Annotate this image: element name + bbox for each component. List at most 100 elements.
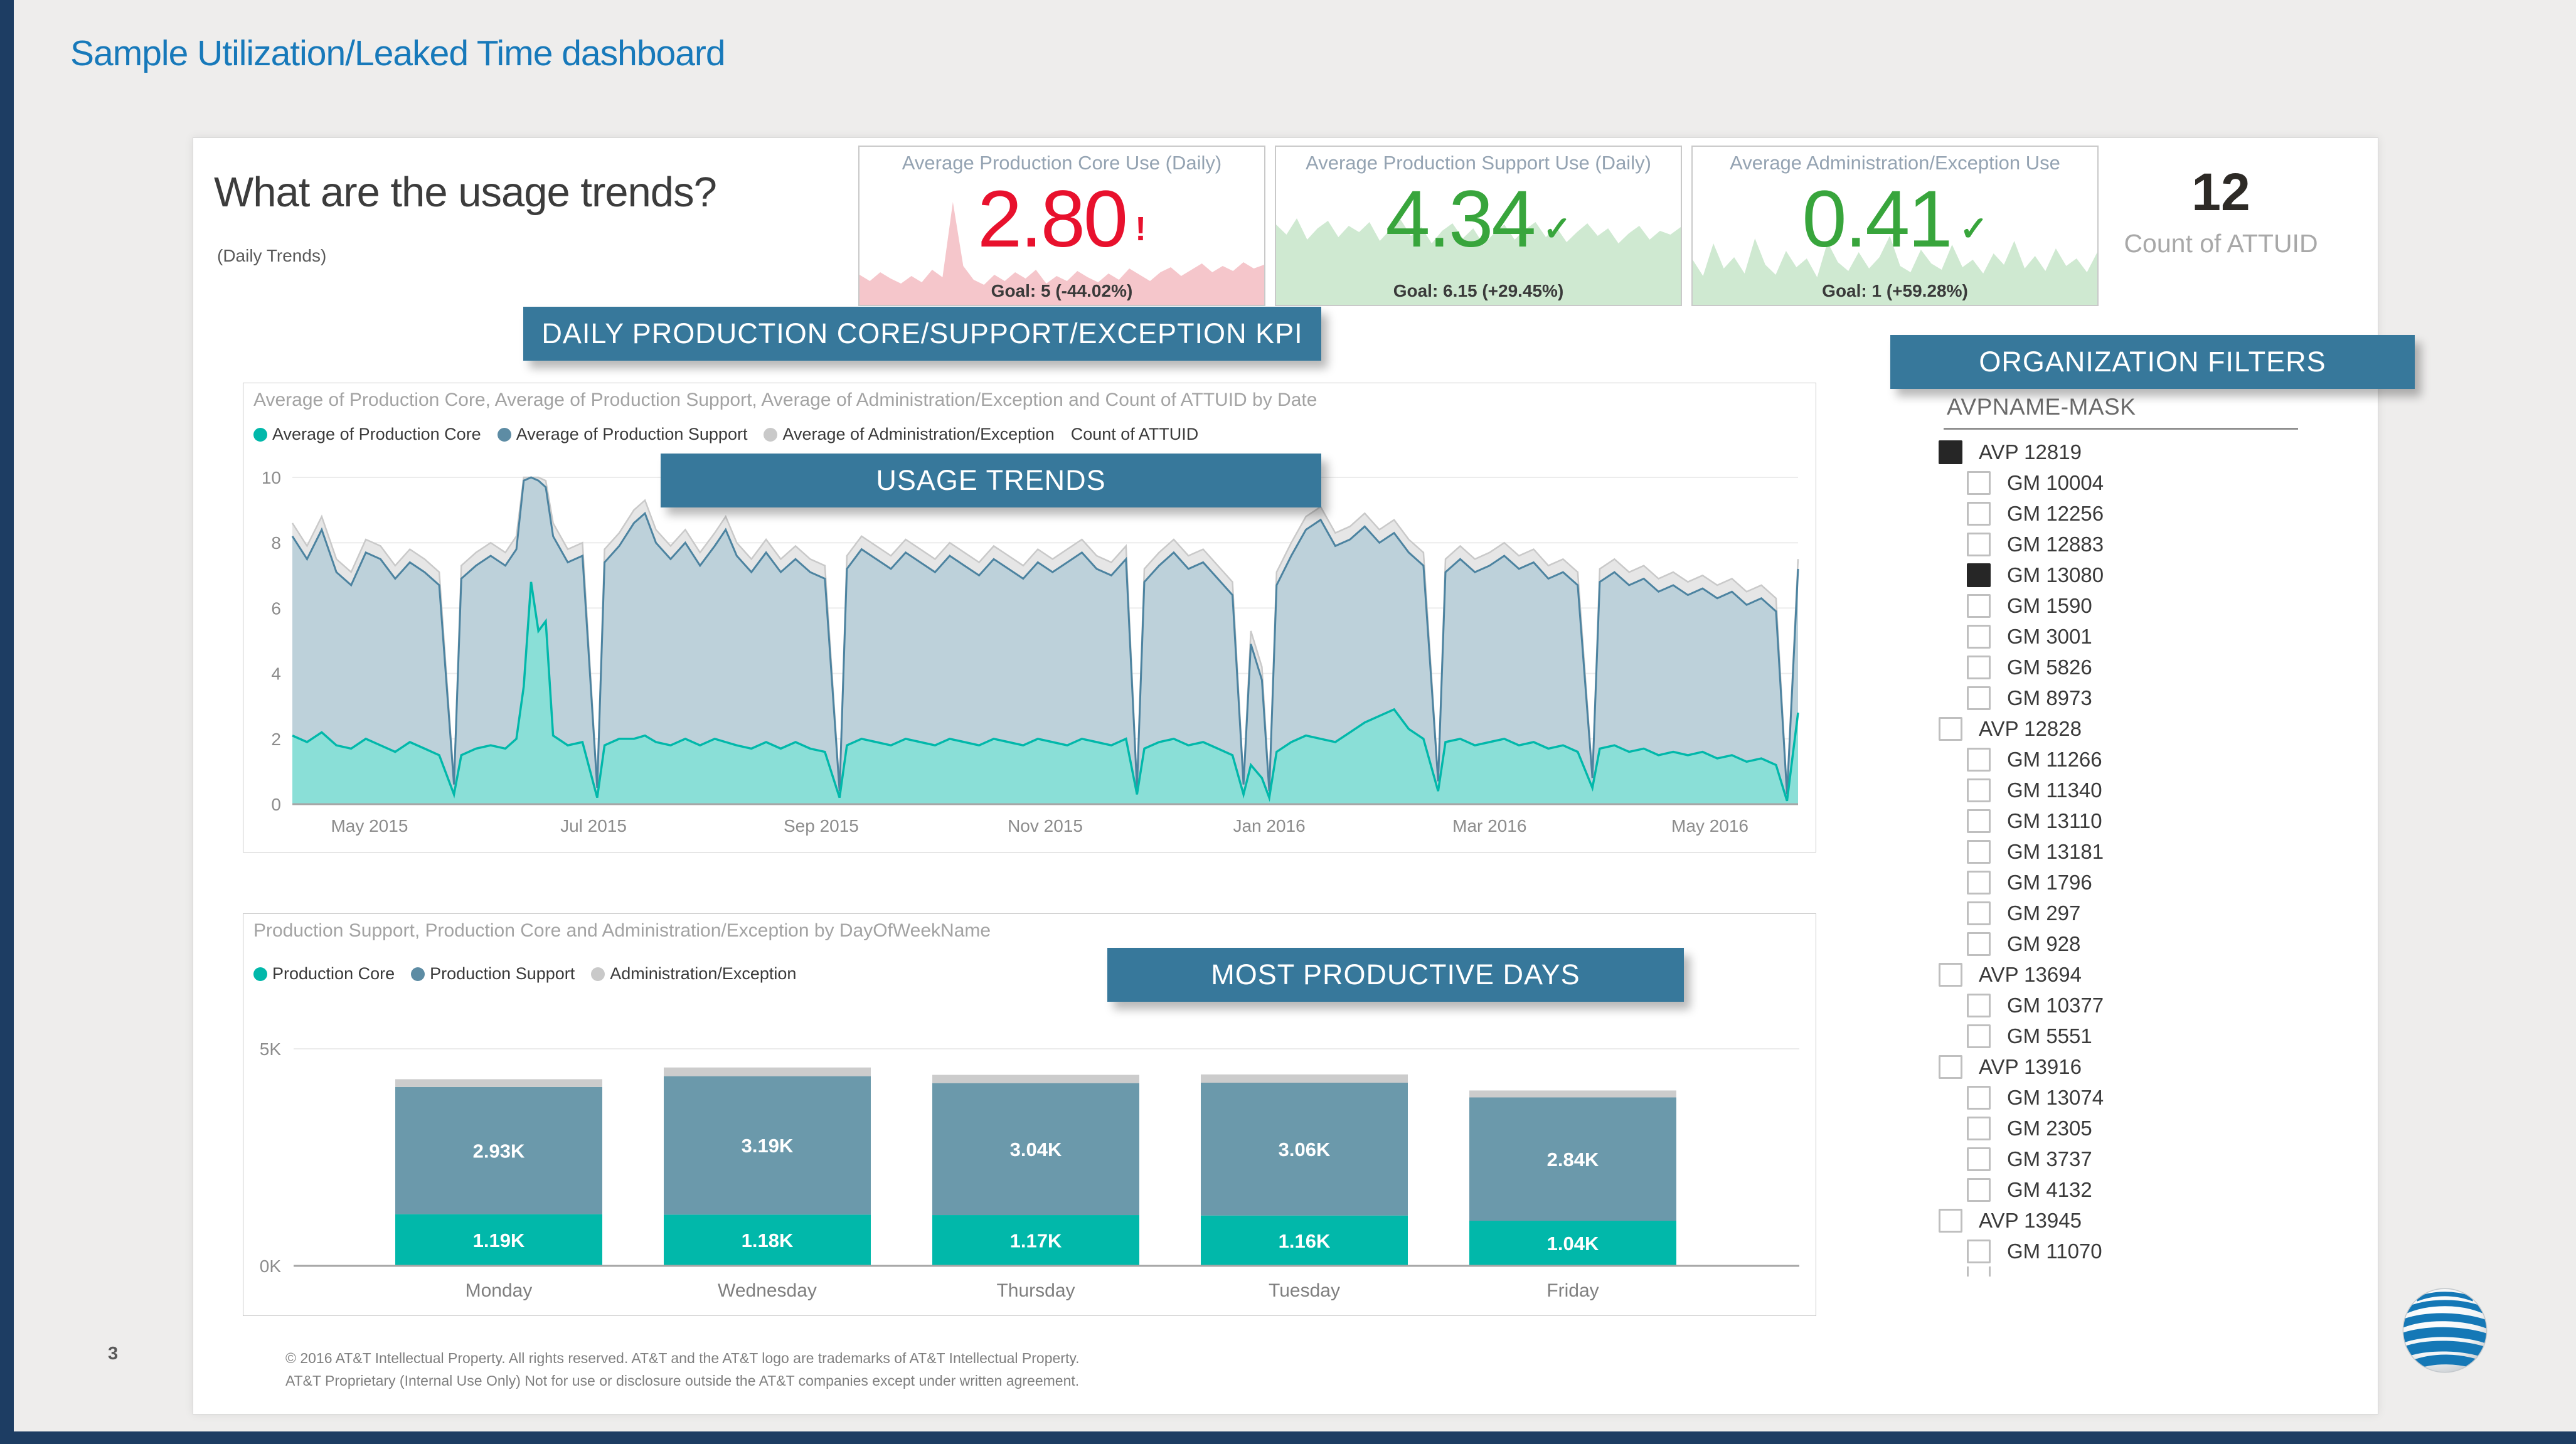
checkbox-unchecked-icon[interactable] bbox=[1967, 532, 1991, 556]
slicer-item-list[interactable]: AVP 12819 GM 10004 GM 12256 GM 12883 GM 1308… bbox=[1939, 437, 2378, 1315]
filter-item-avp-13694[interactable]: AVP 13694 bbox=[1939, 959, 2378, 990]
legend-item[interactable]: Average of Administration/Exception bbox=[764, 425, 1055, 444]
bar-segment-production-support[interactable] bbox=[932, 1083, 1139, 1216]
legend-item[interactable]: Production Core bbox=[253, 964, 395, 984]
bar-segment-production-support[interactable] bbox=[395, 1086, 602, 1214]
bar-segment-administration-exception[interactable] bbox=[1469, 1090, 1676, 1098]
filter-item-gm-12256[interactable]: GM 12256 bbox=[1939, 498, 2378, 529]
filter-item-label[interactable]: AVP 12828 bbox=[1979, 716, 2082, 740]
filter-item-label[interactable]: AVP 13945 bbox=[1979, 1208, 2082, 1232]
bar-segment-production-support[interactable] bbox=[664, 1076, 871, 1215]
checkbox-unchecked-icon[interactable] bbox=[1967, 470, 1991, 495]
kpi-card-production-core[interactable]: Average Production Core Use (Daily) 2.80… bbox=[858, 146, 1265, 306]
filter-item-label[interactable]: GM 11266 bbox=[2007, 747, 2102, 771]
filter-item-label[interactable]: GM 1796 bbox=[2007, 870, 2092, 894]
filter-item-gm-13074[interactable]: GM 13074 bbox=[1939, 1082, 2378, 1113]
bar-segment-production-core[interactable] bbox=[1469, 1221, 1676, 1266]
filter-item-label[interactable]: GM 2305 bbox=[2007, 1116, 2092, 1140]
checkbox-unchecked-icon[interactable] bbox=[1939, 1208, 1962, 1233]
bar-segment-production-core[interactable] bbox=[932, 1215, 1139, 1266]
checkbox-unchecked-icon[interactable] bbox=[1967, 901, 1991, 925]
filter-item-label[interactable]: GM 13080 bbox=[2007, 563, 2104, 587]
checkbox-unchecked-icon[interactable] bbox=[1967, 839, 1991, 864]
bar-segment-administration-exception[interactable] bbox=[1201, 1074, 1408, 1083]
filter-item-gm-928[interactable]: GM 928 bbox=[1939, 928, 2378, 959]
kpi-card-administration-exception[interactable]: Average Administration/Exception Use 0.4… bbox=[1691, 146, 2099, 306]
checkbox-unchecked-icon[interactable] bbox=[1967, 809, 1991, 833]
filter-item-label[interactable]: AVP 13916 bbox=[1979, 1054, 2082, 1078]
bar-segment-production-support[interactable] bbox=[1469, 1097, 1676, 1221]
filter-item-label[interactable]: GM 928 bbox=[2007, 932, 2081, 955]
legend-item[interactable]: Administration/Exception bbox=[591, 964, 796, 984]
filter-item-gm-5826[interactable]: GM 5826 bbox=[1939, 652, 2378, 682]
filter-item-label[interactable]: GM 13074 bbox=[2007, 1085, 2104, 1109]
filter-item-gm-297[interactable]: GM 297 bbox=[1939, 898, 2378, 928]
filter-item-label[interactable]: AVP 12819 bbox=[1979, 440, 2082, 464]
filter-item-gm-11340[interactable]: GM 11340 bbox=[1939, 775, 2378, 805]
bar-segment-administration-exception[interactable] bbox=[932, 1075, 1139, 1083]
bar-segment-administration-exception[interactable] bbox=[395, 1079, 602, 1087]
filter-item-label[interactable]: GM 12883 bbox=[2007, 532, 2104, 556]
attuid-count-card[interactable]: 12 Count of ATTUID bbox=[2095, 162, 2346, 294]
legend-item[interactable]: Average of Production Core bbox=[253, 425, 481, 444]
filter-item-label[interactable]: GM 12256 bbox=[2007, 501, 2104, 525]
legend-item[interactable]: Production Support bbox=[411, 964, 575, 984]
filter-item-label[interactable]: GM 10377 bbox=[2007, 993, 2104, 1017]
checkbox-unchecked-icon[interactable] bbox=[1967, 624, 1991, 649]
filter-item-label[interactable]: GM 11340 bbox=[2007, 778, 2102, 802]
filter-item-label[interactable]: GM 13181 bbox=[2007, 839, 2104, 863]
filter-item-gm-3001[interactable]: GM 3001 bbox=[1939, 621, 2378, 652]
filter-item-gm-11266[interactable]: GM 11266 bbox=[1939, 744, 2378, 775]
filter-item-label[interactable]: GM 5551 bbox=[2007, 1024, 2092, 1048]
filter-item-gm-13080[interactable]: GM 13080 bbox=[1939, 560, 2378, 590]
checkbox-unchecked-icon[interactable] bbox=[1967, 686, 1991, 710]
checkbox-unchecked-icon[interactable] bbox=[1939, 716, 1962, 741]
checkbox-unchecked-icon[interactable] bbox=[1967, 870, 1991, 895]
checkbox-unchecked-icon[interactable] bbox=[1967, 778, 1991, 802]
filter-item-gm-12883[interactable]: GM 12883 bbox=[1939, 529, 2378, 560]
filter-item-label[interactable]: GM 8973 bbox=[2007, 686, 2092, 709]
checkbox-unchecked-icon[interactable] bbox=[1939, 962, 1962, 987]
filter-item-label[interactable]: GM 3737 bbox=[2007, 1147, 2092, 1171]
filter-item-avp-12828[interactable]: AVP 12828 bbox=[1939, 713, 2378, 744]
checkbox-unchecked-icon[interactable] bbox=[1967, 1085, 1991, 1110]
filter-item-label[interactable]: GM 11070 bbox=[2007, 1239, 2102, 1263]
bar-segment-production-core[interactable] bbox=[395, 1214, 602, 1266]
filter-item-label[interactable]: GM 13110 bbox=[2007, 809, 2102, 832]
filter-item-avp-12819[interactable]: AVP 12819 bbox=[1939, 437, 2378, 467]
checkbox-unchecked-icon[interactable] bbox=[1967, 1116, 1991, 1140]
checkbox-unchecked-icon[interactable] bbox=[1967, 993, 1991, 1017]
bar-segment-production-support[interactable] bbox=[1201, 1082, 1408, 1216]
filter-item-label[interactable]: GM 3001 bbox=[2007, 624, 2092, 648]
filter-item-label[interactable]: GM 5826 bbox=[2007, 655, 2092, 679]
filter-item-gm-1590[interactable]: GM 1590 bbox=[1939, 590, 2378, 621]
filter-item-gm-10377[interactable]: GM 10377 bbox=[1939, 990, 2378, 1021]
filter-item-avp-13916[interactable]: AVP 13916 bbox=[1939, 1051, 2378, 1082]
filter-item-label[interactable]: GM 1590 bbox=[2007, 593, 2092, 617]
filter-item-gm-10004[interactable]: GM 10004 bbox=[1939, 467, 2378, 498]
checkbox-checked-icon[interactable] bbox=[1967, 563, 1991, 587]
filter-item-gm-4132[interactable]: GM 4132 bbox=[1939, 1174, 2378, 1205]
checkbox-unchecked-icon[interactable] bbox=[1967, 1177, 1991, 1202]
legend-item[interactable]: Count of ATTUID bbox=[1071, 425, 1199, 444]
checkbox-unchecked-icon[interactable] bbox=[1967, 501, 1991, 526]
kpi-card-production-support[interactable]: Average Production Support Use (Daily) 4… bbox=[1275, 146, 1682, 306]
filter-item-label[interactable]: GM 297 bbox=[2007, 901, 2081, 925]
checkbox-unchecked-icon[interactable] bbox=[1967, 1239, 1991, 1263]
checkbox-checked-icon[interactable] bbox=[1939, 440, 1962, 464]
checkbox-unchecked-icon[interactable] bbox=[1967, 593, 1991, 618]
checkbox-unchecked-icon[interactable] bbox=[1967, 932, 1991, 956]
legend-item[interactable]: Average of Production Support bbox=[497, 425, 747, 444]
filter-item-gm-3737[interactable]: GM 3737 bbox=[1939, 1144, 2378, 1174]
bar-segment-production-core[interactable] bbox=[1201, 1215, 1408, 1266]
filter-item-gm-11070[interactable]: GM 11070 bbox=[1939, 1236, 2378, 1266]
checkbox-unchecked-icon[interactable] bbox=[1967, 1024, 1991, 1048]
filter-item[interactable] bbox=[1939, 1266, 2378, 1277]
usage-trends-area-chart[interactable]: 0 2 4 6 8 10 May 2015 Jul 2015 Sep 2015 Nov 2015 J… bbox=[243, 383, 1816, 852]
checkbox-unchecked-icon[interactable] bbox=[1967, 1266, 1991, 1277]
bar-segment-production-core[interactable] bbox=[664, 1214, 871, 1266]
filter-item-label[interactable]: GM 4132 bbox=[2007, 1177, 2092, 1201]
checkbox-unchecked-icon[interactable] bbox=[1967, 655, 1991, 679]
bar-segment-administration-exception[interactable] bbox=[664, 1067, 871, 1076]
filter-item-gm-1796[interactable]: GM 1796 bbox=[1939, 867, 2378, 898]
